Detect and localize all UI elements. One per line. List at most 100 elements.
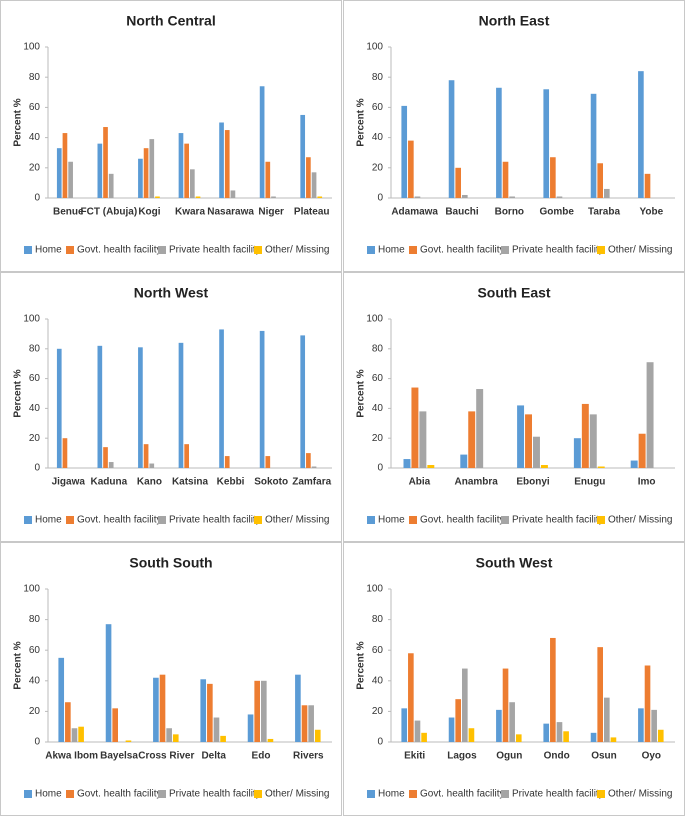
bar <box>401 105 408 198</box>
y-tick-label: 40 <box>372 132 384 143</box>
legend-swatch <box>409 516 417 524</box>
bar <box>213 717 220 742</box>
bar <box>265 456 271 468</box>
chart-title: North Central <box>126 13 215 29</box>
bar <box>125 740 132 742</box>
y-tick-label: 40 <box>372 403 384 414</box>
bar <box>159 674 166 742</box>
bar <box>97 143 103 198</box>
legend-label: Home <box>35 789 62 800</box>
legend-label: Other/ Missing <box>265 789 329 800</box>
chart-title: North East <box>479 13 550 29</box>
y-tick-label: 20 <box>372 433 384 444</box>
legend-label: Govt. health facility <box>420 515 504 526</box>
chart-title: South West <box>476 555 553 571</box>
y-tick-label: 60 <box>29 645 41 656</box>
y-tick-label: 40 <box>29 403 41 414</box>
legend-label: Private health facility <box>169 245 261 256</box>
legend-swatch <box>597 516 605 524</box>
bar <box>178 133 184 198</box>
y-tick-label: 40 <box>29 675 41 686</box>
legend-swatch <box>254 790 262 798</box>
y-tick-label: 100 <box>23 314 40 325</box>
bar <box>657 729 664 742</box>
bar <box>112 708 118 742</box>
legend-swatch <box>24 516 32 524</box>
bar <box>550 637 556 742</box>
legend-label: Home <box>378 789 405 800</box>
legend-swatch <box>367 246 375 254</box>
x-tick-label: Delta <box>201 751 226 762</box>
y-tick-label: 80 <box>372 72 384 83</box>
x-tick-label: Osun <box>591 751 617 762</box>
bar <box>610 737 617 742</box>
legend-swatch <box>597 790 605 798</box>
legend-label: Private health facility <box>512 789 604 800</box>
bar <box>448 80 455 198</box>
bar <box>68 161 73 198</box>
bar <box>604 697 610 742</box>
y-axis-label: Percent % <box>13 98 24 146</box>
legend-label: Home <box>378 245 405 256</box>
x-tick-label: Kebbi <box>217 477 245 488</box>
legend-swatch <box>254 246 262 254</box>
bar <box>97 345 103 468</box>
bar <box>455 167 461 198</box>
bar <box>638 708 644 742</box>
bar <box>311 466 317 468</box>
legend-swatch <box>501 790 509 798</box>
bar <box>421 732 427 742</box>
legend-label: Other/ Missing <box>608 789 672 800</box>
bar <box>200 679 207 742</box>
y-axis-label: Percent % <box>356 641 367 689</box>
y-tick-label: 100 <box>366 584 383 595</box>
x-tick-label: Bayelsa <box>100 751 138 762</box>
x-tick-label: Adamawa <box>391 207 438 218</box>
bar <box>259 86 265 198</box>
bar <box>108 173 114 198</box>
chart-title: South South <box>129 555 212 571</box>
bar <box>408 140 414 198</box>
bar <box>56 348 62 468</box>
y-tick-label: 0 <box>377 463 383 474</box>
bar <box>184 444 189 468</box>
bar <box>543 723 550 742</box>
bar <box>468 728 475 742</box>
y-tick-label: 0 <box>377 737 383 748</box>
bar <box>259 330 265 468</box>
bar <box>462 668 468 742</box>
bar <box>638 433 646 468</box>
chart-title: North West <box>134 285 209 301</box>
y-tick-label: 80 <box>372 343 384 354</box>
y-tick-label: 100 <box>366 42 383 53</box>
bar <box>300 114 306 198</box>
legend-label: Govt. health facility <box>420 245 504 256</box>
y-tick-label: 20 <box>29 162 41 173</box>
chart-title: South East <box>477 285 550 301</box>
x-tick-label: Jigawa <box>52 477 86 488</box>
y-tick-label: 0 <box>34 193 40 204</box>
bar <box>71 728 78 742</box>
y-tick-label: 20 <box>29 706 41 717</box>
legend-swatch <box>24 790 32 798</box>
x-tick-label: Imo <box>638 477 656 488</box>
bar <box>149 463 155 468</box>
x-tick-label: Sokoto <box>254 477 288 488</box>
chart-panel: South South 0 20 40 60 80 100 Percent % Akwa Ibo… <box>0 542 342 816</box>
bar <box>103 447 108 468</box>
x-tick-label: Nasarawa <box>207 207 254 218</box>
bar <box>455 699 461 742</box>
bar <box>427 465 435 468</box>
bar <box>178 342 184 468</box>
bar <box>419 411 427 468</box>
x-tick-label: Zamfara <box>292 477 331 488</box>
bar <box>411 387 419 468</box>
legend-label: Private health facility <box>512 515 604 526</box>
bar <box>295 674 301 742</box>
x-tick-label: Ebonyi <box>516 477 550 488</box>
legend-label: Private health facility <box>169 789 261 800</box>
y-tick-label: 100 <box>23 584 40 595</box>
bar <box>408 653 414 742</box>
bar <box>306 157 311 198</box>
bar <box>153 677 159 742</box>
